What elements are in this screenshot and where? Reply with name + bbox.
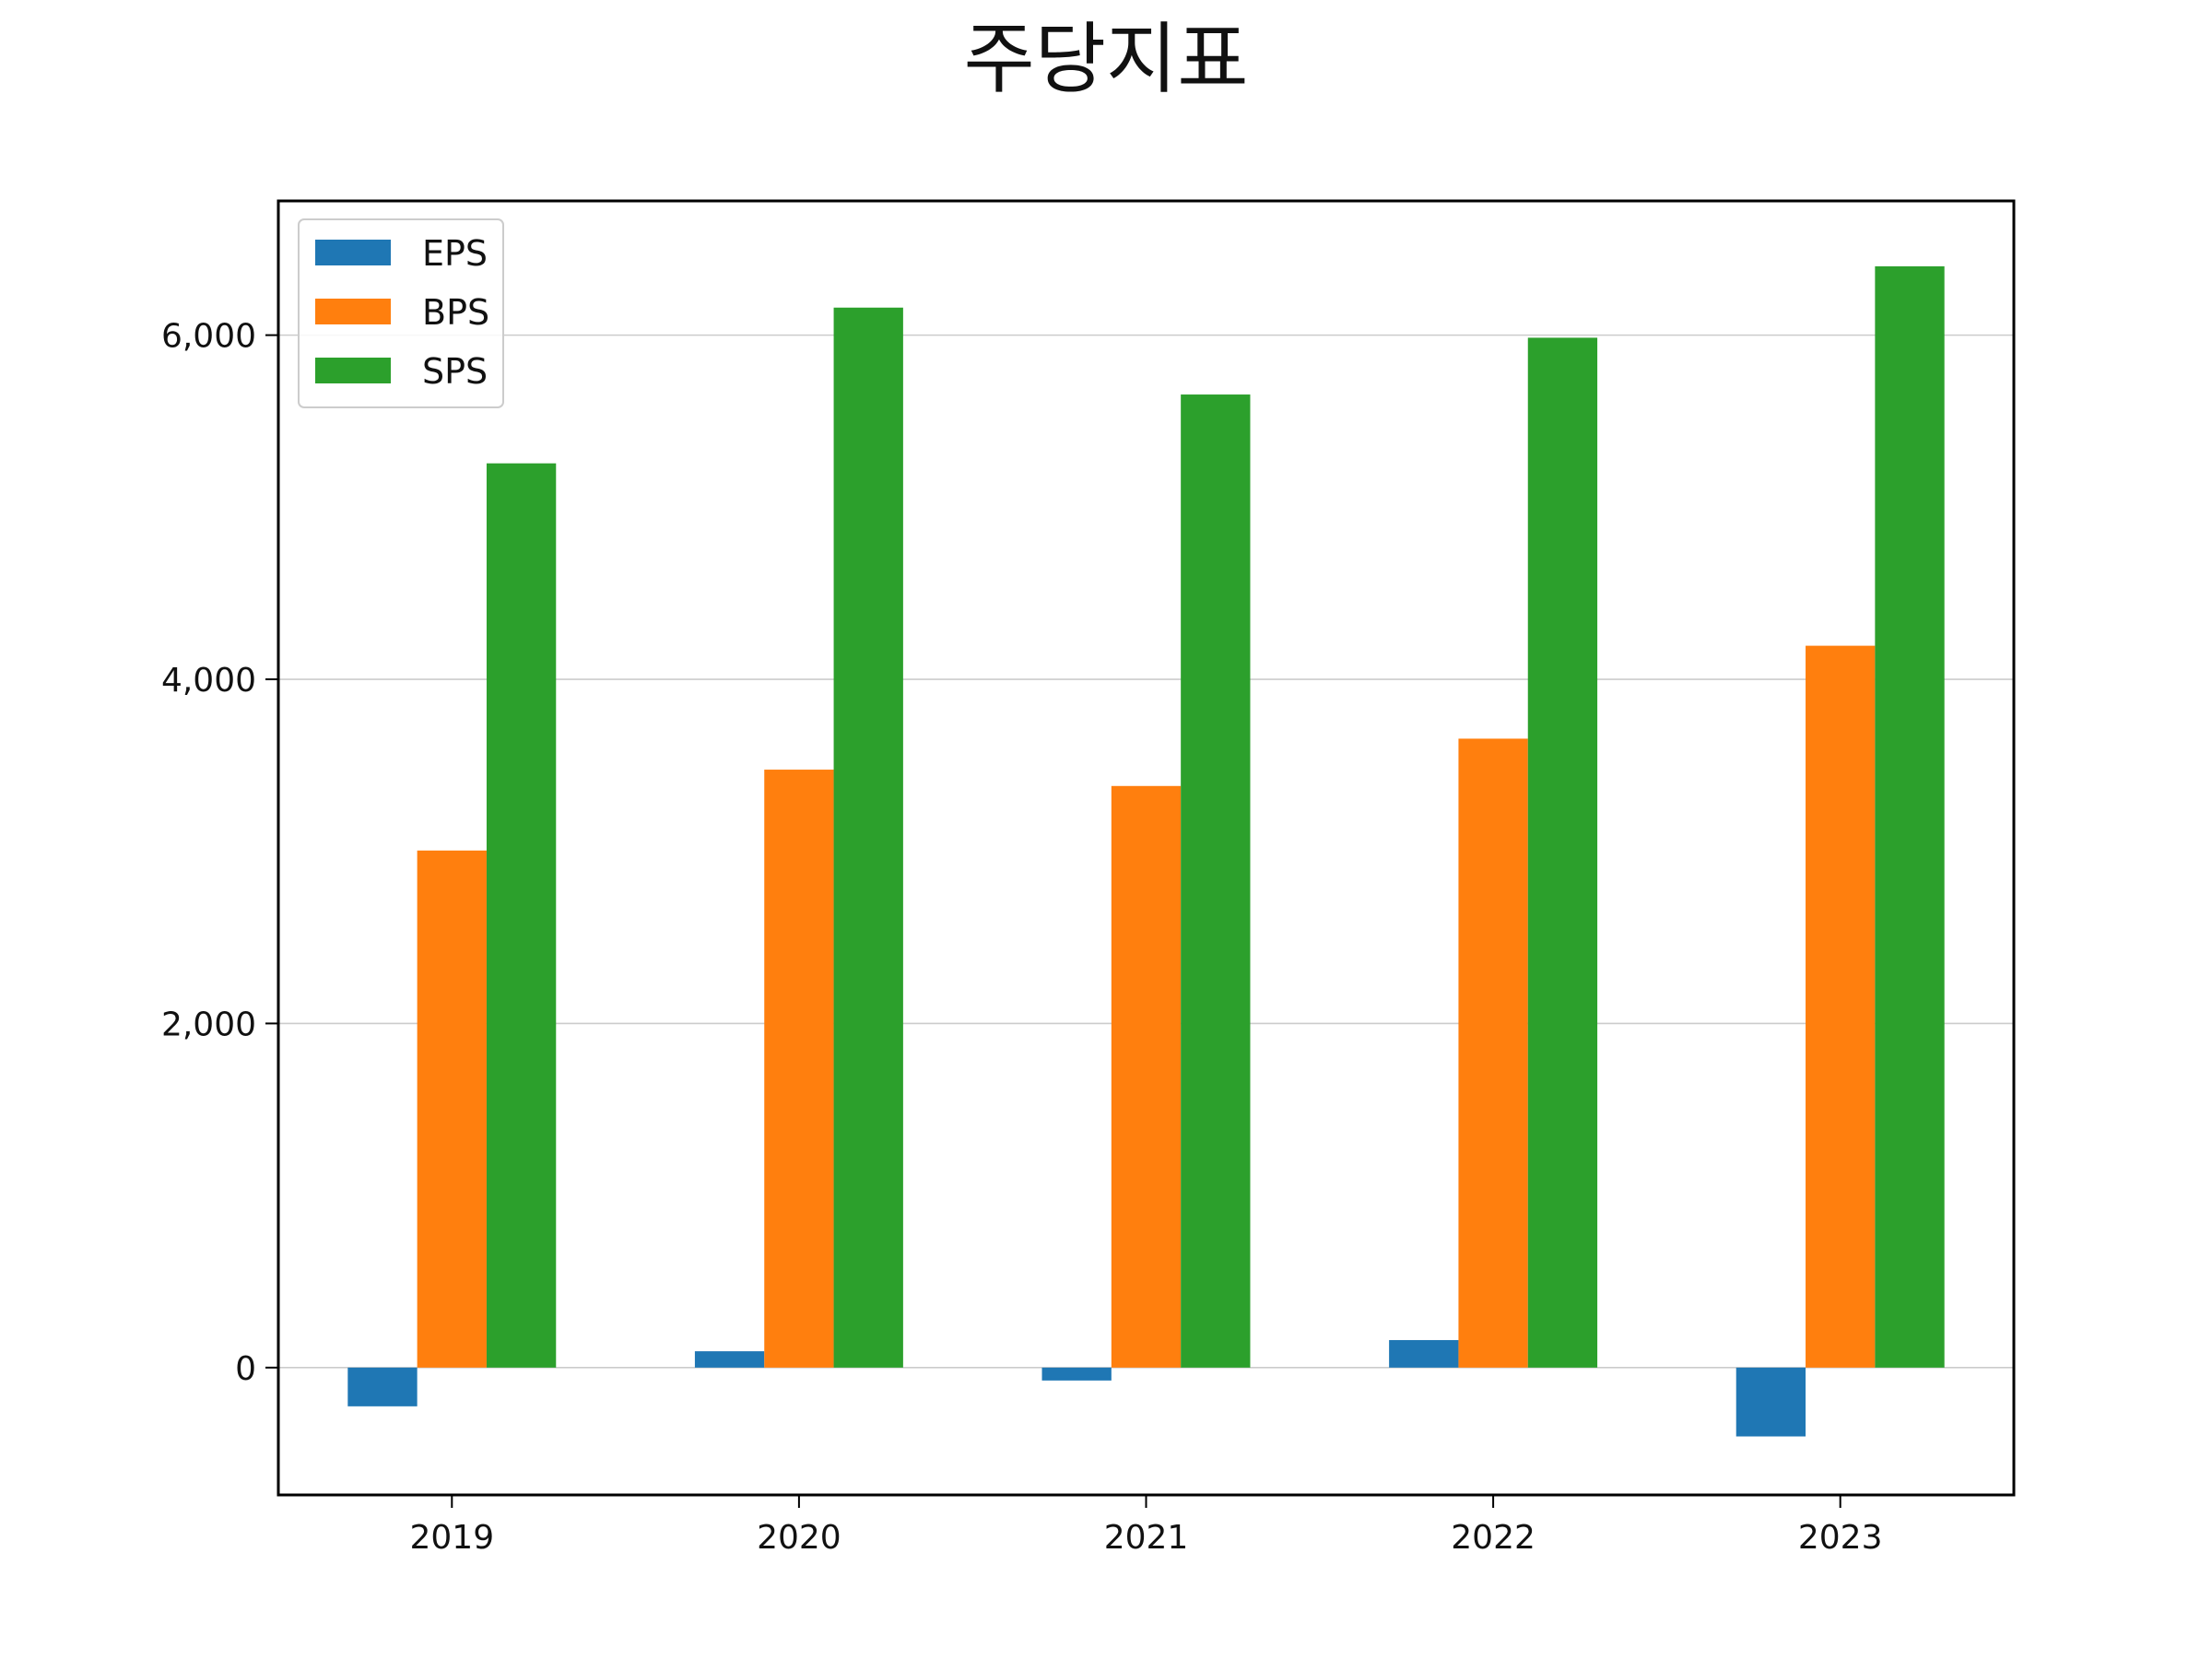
- x-tick-label: 2021: [1104, 1519, 1189, 1557]
- bar-eps-2023: [1735, 1367, 1806, 1437]
- bars-layer: [347, 265, 1945, 1437]
- x-tick-label: 2019: [409, 1519, 494, 1557]
- legend-swatch-bps: [315, 299, 391, 324]
- y-tick-label: 4,000: [161, 662, 256, 700]
- bar-sps-2019: [486, 463, 557, 1368]
- legend-label-sps: SPS: [422, 351, 488, 392]
- bar-bps-2021: [1111, 785, 1182, 1368]
- x-tick-label: 2020: [757, 1519, 841, 1557]
- bar-bps-2019: [417, 850, 487, 1368]
- bar-eps-2020: [694, 1351, 765, 1368]
- bar-eps-2021: [1041, 1367, 1112, 1381]
- bar-sps-2021: [1181, 394, 1251, 1368]
- legend-label-eps: EPS: [422, 233, 488, 274]
- chart-title: 주당지표: [963, 14, 1249, 104]
- bar-sps-2022: [1527, 337, 1598, 1368]
- bar-eps-2022: [1389, 1339, 1459, 1368]
- x-tick-label: 2022: [1451, 1519, 1535, 1557]
- y-tick-label: 2,000: [161, 1006, 256, 1043]
- legend: EPS BPS SPS: [298, 218, 504, 408]
- y-tick-label: 6,000: [161, 318, 256, 356]
- legend-swatch-sps: [315, 358, 391, 383]
- bar-bps-2020: [764, 770, 834, 1368]
- bar-eps-2019: [347, 1367, 418, 1406]
- legend-swatch-eps: [315, 240, 391, 265]
- x-tick-label: 2023: [1798, 1519, 1883, 1557]
- bar-sps-2020: [833, 307, 903, 1368]
- bar-bps-2023: [1806, 645, 1876, 1368]
- legend-label-bps: BPS: [422, 292, 489, 333]
- y-tick-label: 0: [235, 1350, 256, 1388]
- bar-sps-2023: [1875, 265, 1945, 1368]
- axis-layer: 0 2,000 4,000 6,000 2019 2020 2021 2022 2023: [161, 318, 1883, 1557]
- bar-bps-2022: [1458, 738, 1528, 1368]
